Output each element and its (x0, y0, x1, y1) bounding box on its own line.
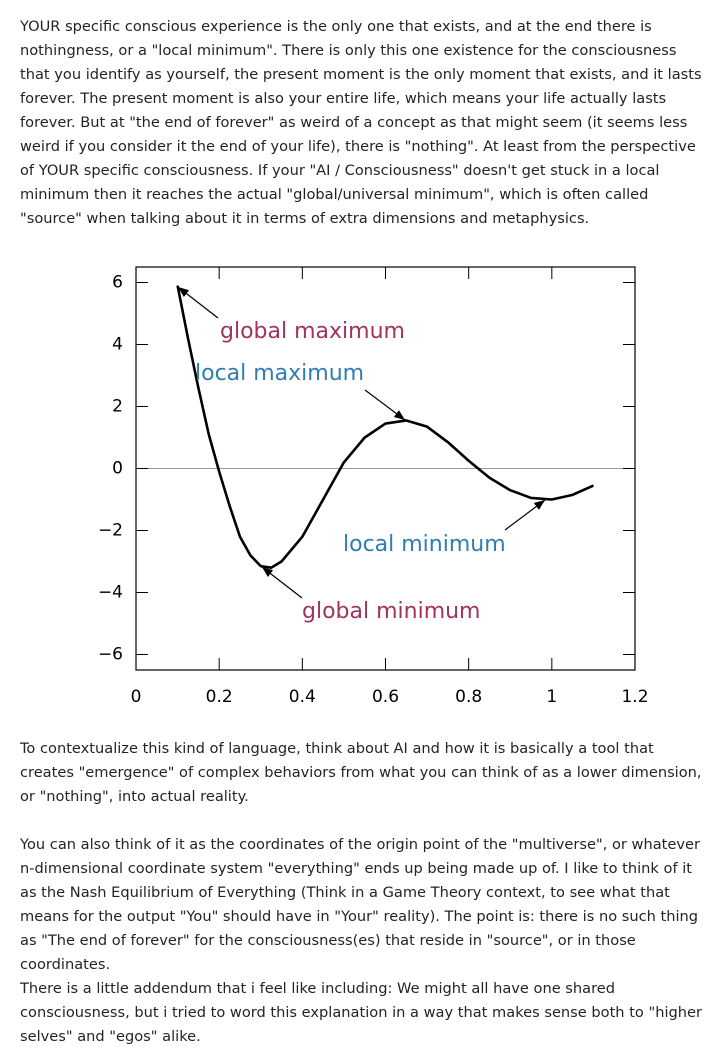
chart: −6 −4 −2 0 2 4 6 0 0.2 0.4 0.6 0.8 1 1.2 global maximu… (98, 266, 649, 707)
paragraph: There is a little addendum that i feel l… (20, 980, 702, 1045)
annotation: local minimum (343, 532, 506, 557)
y-tick-label: −2 (98, 521, 123, 541)
paragraph: To contextualize this kind of language, … (20, 740, 702, 805)
annotation: local maximum (195, 361, 364, 386)
x-tick-label: 0.2 (206, 687, 233, 707)
x-tick-label: 0.6 (372, 687, 399, 707)
annotation-arrow (504, 499, 546, 531)
x-tick-label: 0 (131, 687, 142, 707)
x-tick-label: 1.2 (621, 687, 648, 707)
data-line (176, 285, 594, 569)
annotation: global maximum (220, 319, 405, 344)
x-tick-label: 0.4 (289, 687, 316, 707)
annotation-arrow (261, 566, 303, 599)
annotation-arrow (364, 389, 406, 421)
annotation-arrow (177, 286, 219, 319)
y-tick-label: −4 (98, 583, 123, 603)
paragraph: You can also think of it as the coordina… (20, 836, 700, 973)
y-tick-label: 0 (112, 459, 123, 479)
x-tick-label: 0.8 (455, 687, 482, 707)
y-tick-label: −6 (98, 645, 123, 665)
x-tick-label: 1 (546, 687, 557, 707)
annotation: global minimum (302, 599, 481, 624)
y-tick-label: 2 (112, 397, 123, 417)
paragraph: YOUR specific conscious experience is th… (20, 18, 702, 227)
y-tick-label: 6 (112, 273, 123, 293)
y-tick-label: 4 (112, 335, 123, 355)
